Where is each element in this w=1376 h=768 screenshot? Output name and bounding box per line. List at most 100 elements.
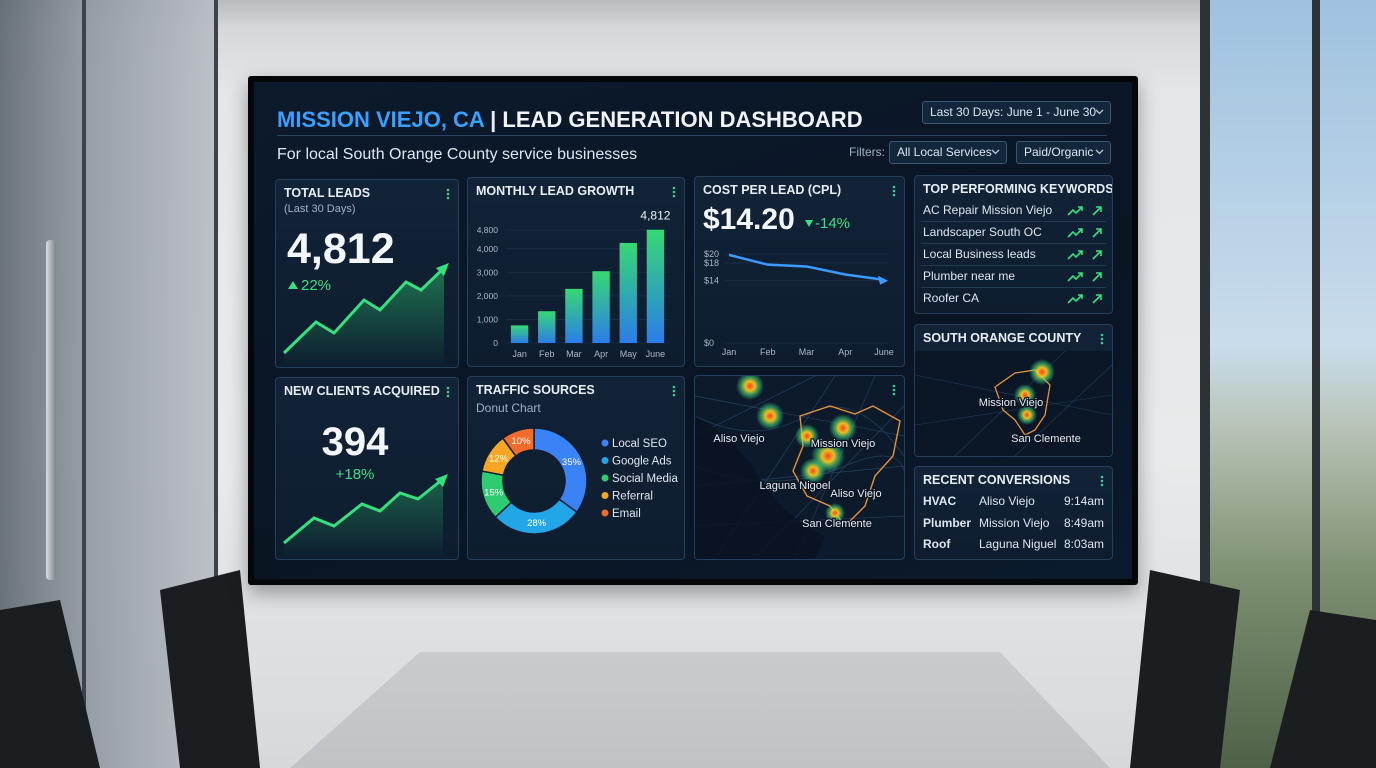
region-map: Mission Viejo San Clemente: [915, 350, 1112, 456]
keywords-card: TOP PERFORMING KEYWORDS AC Repair Missio…: [914, 175, 1113, 314]
trend-icons: [1067, 294, 1102, 304]
bar-chart: 0 1,000 2,000 3,000 4,000 4,800 Jan Feb Mar Apr Ma…: [477, 209, 671, 359]
cpl-card: COST PER LEAD (CPL) $14.20 -14% $20 $18 $1…: [694, 176, 905, 367]
card-title: SOUTH ORANGE COUNTY: [923, 331, 1082, 345]
data-label: 4,812: [640, 209, 670, 223]
keyword: Plumber near me: [923, 269, 1016, 283]
chevron: [1095, 109, 1104, 115]
trend-icon: [1067, 272, 1083, 282]
card-menu[interactable]: [672, 186, 676, 198]
card-menu[interactable]: [892, 384, 896, 396]
kpi-change: -14%: [815, 215, 851, 232]
map-label: Mission Viejo: [979, 397, 1044, 409]
legend-swatch: [601, 457, 609, 464]
card-menu[interactable]: [446, 386, 450, 398]
glass-frame: [82, 0, 86, 768]
trend-icons: [1067, 206, 1102, 216]
city: Laguna Niguel: [979, 537, 1057, 551]
y-tick-label: 4,800: [477, 225, 499, 235]
keyword: Local Business leads: [923, 247, 1036, 261]
map-label: Laguna Nigoel: [760, 480, 831, 492]
y-tick-label: 2,000: [477, 291, 499, 301]
row-divider: [921, 287, 1106, 288]
donut-chart: 35% Local SEO 28% Google Ads 15% Social Media…: [480, 427, 678, 535]
chevron: [1095, 149, 1104, 155]
city: Mission Viejo: [979, 515, 1050, 530]
card-menu[interactable]: [1100, 475, 1104, 487]
chair: [160, 570, 260, 768]
tv-screen: MISSION VIEJO, CA | LEAD GENERATION DASH…: [248, 76, 1138, 585]
south-oc-card: Mission Viejo San Clemente SOUTH ORANGE …: [914, 324, 1113, 457]
keyword: AC Repair Mission Viejo: [923, 203, 1053, 217]
legend-label: Referral: [612, 491, 653, 503]
new-clients-card: NEW CLIENTS ACQUIRED 394 +18%: [275, 377, 459, 560]
trend-icon: [1067, 206, 1083, 216]
y-tick-label: 0: [493, 338, 498, 348]
line-chart: $20$18 $14 $0 Jan Feb Mar Apr June: [704, 249, 894, 357]
kpi-value: $14.20: [703, 203, 795, 236]
card-subtitle: Donut Chart: [476, 401, 541, 415]
trend-icons: [1067, 250, 1102, 260]
kpi-change: 22%: [301, 277, 332, 294]
service: HVAC: [923, 494, 957, 508]
conversions-card: RECENT CONVERSIONS HVAC Aliso Viejo 9:14am…: [914, 466, 1113, 560]
traffic-sources-card: TRAFFIC SOURCES Donut Chart 35% Local SEO…: [467, 376, 685, 560]
filter-value: All Local Services: [897, 145, 992, 159]
y-tick-label: 3,000: [477, 267, 499, 277]
chair: [1130, 570, 1240, 768]
legend-swatch: [601, 509, 609, 517]
card-menu[interactable]: [672, 385, 676, 397]
donut-slice: [501, 427, 535, 457]
map-label: San Clemente: [1011, 433, 1081, 445]
card-menu[interactable]: [1100, 333, 1104, 345]
date-range-dropdown[interactable]: Last 30 Days: June 1 - June 30: [922, 101, 1111, 124]
kpi-change: +18%: [335, 466, 375, 483]
x-tick-label: Mar: [799, 347, 815, 357]
map-label: Aliso Viejo: [713, 433, 764, 445]
window-frame: [1312, 0, 1320, 768]
trend-icons: [1067, 272, 1102, 282]
bar: [619, 242, 637, 343]
bar: [538, 311, 556, 343]
x-tick-label: Feb: [539, 349, 555, 359]
card-title: TOP PERFORMING KEYWORDS: [923, 182, 1113, 196]
legend-swatch: [601, 474, 609, 482]
card-menu[interactable]: [892, 185, 896, 197]
card-title: NEW CLIENTS ACQUIRED: [284, 384, 440, 398]
trend-icon: [1092, 294, 1102, 304]
y-tick-label: 1,000: [477, 314, 499, 324]
filter-dropdown[interactable]: All Local Services: [889, 141, 1007, 164]
map-label: Aliso Viejo: [830, 488, 881, 500]
bar: [592, 271, 610, 343]
y-tick-label: $18: [704, 258, 719, 268]
row-divider: [921, 221, 1106, 222]
ceiling: [0, 0, 1376, 24]
monthly-growth-card: MONTHLY LEAD GROWTH 0 1,000 2,000 3,000 4,00…: [467, 177, 685, 367]
slice-label: 15%: [484, 488, 504, 499]
bar: [565, 288, 583, 343]
slice-label: 10%: [512, 436, 532, 447]
filter-dropdown[interactable]: Paid/Organic: [1016, 141, 1111, 164]
total-leads-card: TOTAL LEADS (Last 30 Days) 4,812 22%: [275, 179, 459, 368]
trend-icon: [1092, 250, 1102, 260]
time: 9:14am: [1063, 494, 1104, 508]
time: 8:49am: [1063, 515, 1104, 530]
service: Plumber: [923, 515, 972, 530]
x-tick-label: Apr: [594, 349, 608, 359]
dashboard-subtitle: For local South Orange County service bu…: [277, 146, 638, 163]
card-title: TOTAL LEADS: [284, 186, 371, 200]
service: Roof: [923, 537, 951, 551]
legend-swatch: [601, 492, 609, 499]
x-tick-label: June: [646, 349, 666, 359]
bar: [510, 325, 529, 343]
filters-label: Filters:: [849, 145, 885, 159]
x-tick-label: June: [874, 347, 894, 357]
y-tick-label: $20: [704, 249, 719, 259]
card-menu[interactable]: [446, 188, 450, 200]
kpi-value: 394: [321, 420, 389, 464]
map-label: San Clemente: [802, 518, 872, 530]
heat-map: Aliso Viejo Mission Viejo Laguna Nigoel …: [695, 376, 904, 559]
keyword: Roofer CA: [923, 291, 980, 305]
